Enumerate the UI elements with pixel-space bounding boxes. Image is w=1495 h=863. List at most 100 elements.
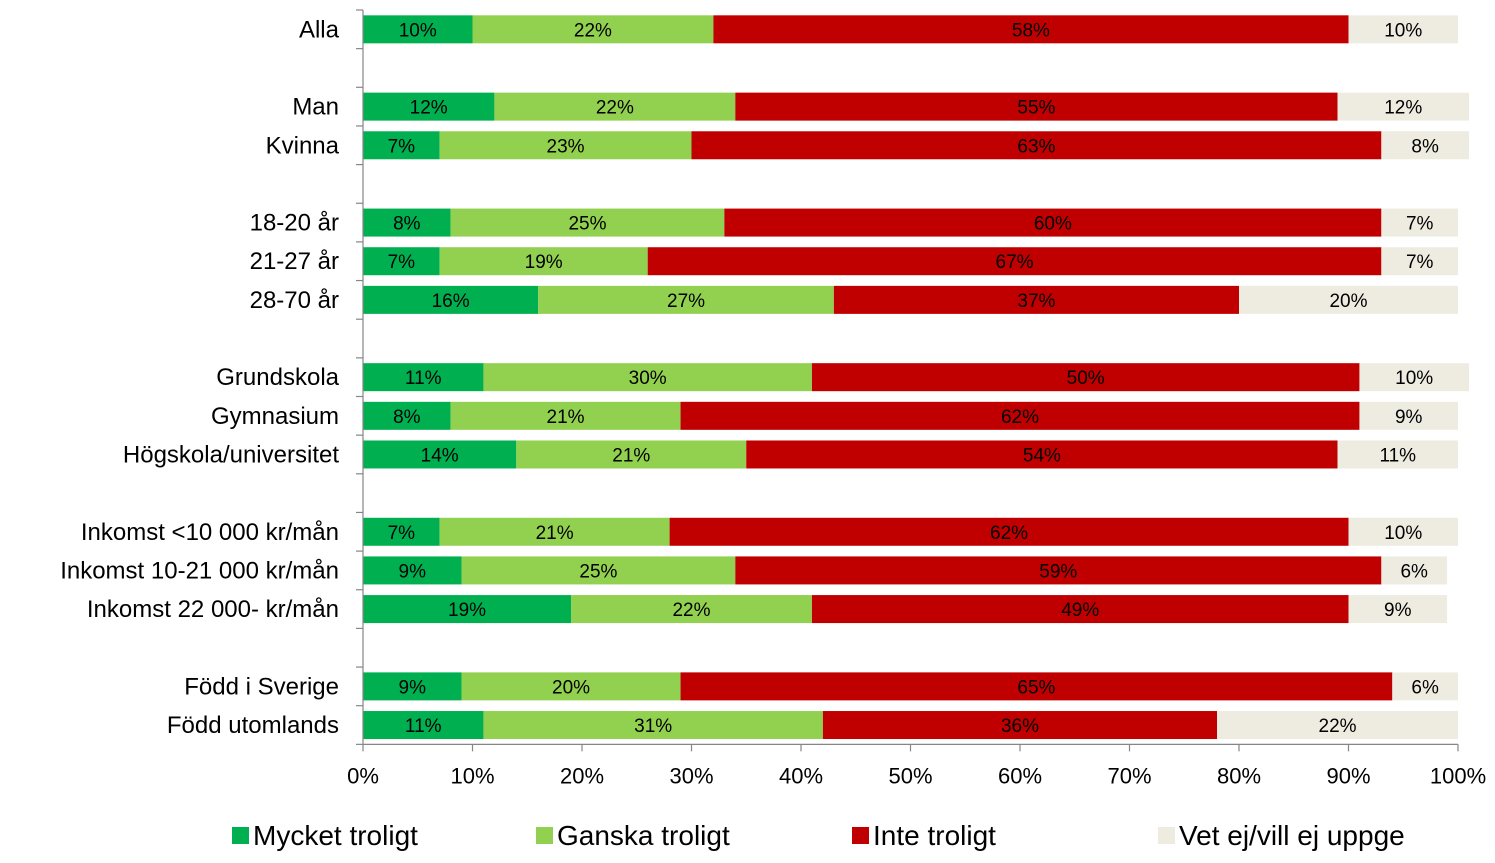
- bar-segment: [363, 517, 440, 546]
- data-label: 27%: [667, 291, 705, 312]
- category-label: Alla: [299, 16, 340, 43]
- data-label: 22%: [574, 20, 612, 41]
- data-label: 62%: [990, 523, 1028, 544]
- x-tick-label: 80%: [1217, 763, 1261, 788]
- bar-segment: [363, 363, 484, 392]
- bar-segment: [1359, 401, 1458, 430]
- bar-segment: [1217, 711, 1458, 740]
- category-label: Född i Sverige: [184, 673, 339, 700]
- data-label: 60%: [1034, 214, 1072, 235]
- data-label: 62%: [1001, 407, 1039, 428]
- data-label: 50%: [1067, 368, 1105, 389]
- data-label: 65%: [1017, 677, 1055, 698]
- category-label: Man: [292, 94, 339, 121]
- bar-segment: [1348, 595, 1448, 624]
- data-label: 7%: [1406, 214, 1434, 235]
- data-label: 8%: [1411, 136, 1439, 157]
- bar-segment: [450, 208, 725, 237]
- x-tick-label: 20%: [560, 763, 604, 788]
- data-label: 59%: [1039, 561, 1077, 582]
- bar-segment: [1392, 672, 1458, 701]
- bar-segment: [647, 247, 1382, 276]
- data-label: 19%: [448, 600, 486, 621]
- x-tick-label: 50%: [888, 763, 932, 788]
- category-labels-group: Alla Man Kvinna 18-20 år 21-27 år 28-70 år Gru…: [60, 16, 339, 739]
- category-label: 28-70 år: [250, 287, 339, 314]
- bar-segment: [363, 92, 495, 121]
- data-label: 31%: [634, 716, 672, 737]
- data-label: 12%: [410, 98, 448, 119]
- bar-segment: [363, 131, 440, 160]
- category-label: 21-27 år: [250, 248, 339, 275]
- data-label: 55%: [1017, 98, 1055, 119]
- data-label: 10%: [1395, 368, 1433, 389]
- legend-swatch: [852, 827, 869, 844]
- data-label: 6%: [1411, 677, 1439, 698]
- bar-segment: [735, 92, 1338, 121]
- data-label: 25%: [568, 214, 606, 235]
- data-label: 36%: [1001, 716, 1039, 737]
- bar-segment: [713, 15, 1349, 44]
- data-label: 58%: [1012, 20, 1050, 41]
- data-label: 21%: [612, 445, 650, 466]
- bar-segment: [439, 131, 692, 160]
- bar-segment: [461, 672, 681, 701]
- category-label: Kvinna: [266, 132, 340, 159]
- category-label: Högskola/universitet: [123, 441, 339, 468]
- bar-segment: [822, 711, 1218, 740]
- bar-segment: [516, 440, 747, 469]
- bar-segment: [1381, 208, 1458, 237]
- data-label: 37%: [1017, 291, 1055, 312]
- bar-segment: [363, 247, 440, 276]
- data-label: 11%: [405, 368, 442, 389]
- data-label: 11%: [405, 716, 442, 737]
- data-label: 63%: [1017, 136, 1055, 157]
- bar-segment: [1348, 15, 1458, 44]
- bar-segment: [691, 131, 1382, 160]
- category-label: Inkomst 22 000- kr/mån: [87, 596, 339, 623]
- x-tick-label: 90%: [1326, 763, 1370, 788]
- x-tick-label: 60%: [998, 763, 1042, 788]
- bar-segment: [735, 556, 1382, 585]
- bar-segment: [1381, 131, 1469, 160]
- bar-segment: [538, 285, 834, 314]
- bar-segment: [1381, 247, 1458, 276]
- data-label: 30%: [629, 368, 667, 389]
- legend-label: Mycket troligt: [253, 820, 418, 851]
- category-label: Grundskola: [216, 364, 339, 391]
- bar-segment: [363, 440, 517, 469]
- bar-segment: [363, 711, 484, 740]
- data-label: 7%: [388, 136, 416, 157]
- data-label: 6%: [1400, 561, 1428, 582]
- category-label: Inkomst 10-21 000 kr/mån: [60, 557, 339, 584]
- data-label: 10%: [399, 20, 437, 41]
- category-label: Inkomst <10 000 kr/mån: [81, 519, 339, 546]
- x-tick-label: 40%: [779, 763, 823, 788]
- category-label: Gymnasium: [211, 403, 339, 430]
- legend-swatch: [1158, 827, 1175, 844]
- bar-segment: [1348, 517, 1458, 546]
- bar-segment: [1239, 285, 1458, 314]
- x-tick-label: 10%: [450, 763, 494, 788]
- bar-segment: [494, 92, 736, 121]
- bar-segment: [669, 517, 1349, 546]
- data-label: 25%: [579, 561, 617, 582]
- bar-segment: [1381, 556, 1448, 585]
- data-label: 22%: [672, 600, 710, 621]
- legend-label: Ganska troligt: [557, 820, 730, 851]
- data-label: 16%: [432, 291, 470, 312]
- data-label: 67%: [996, 252, 1034, 273]
- data-label: 20%: [1329, 291, 1367, 312]
- bar-segment: [472, 15, 714, 44]
- data-label: 19%: [525, 252, 563, 273]
- legend-label: Vet ej/vill ej uppge: [1179, 820, 1405, 851]
- bar-segment: [439, 517, 670, 546]
- bar-segment: [1337, 440, 1458, 469]
- bar-segment: [363, 15, 473, 44]
- data-label: 14%: [421, 445, 459, 466]
- data-label: 8%: [393, 407, 421, 428]
- x-tick-label: 100%: [1430, 763, 1486, 788]
- bars-group: [363, 15, 1469, 740]
- data-label: 23%: [547, 136, 585, 157]
